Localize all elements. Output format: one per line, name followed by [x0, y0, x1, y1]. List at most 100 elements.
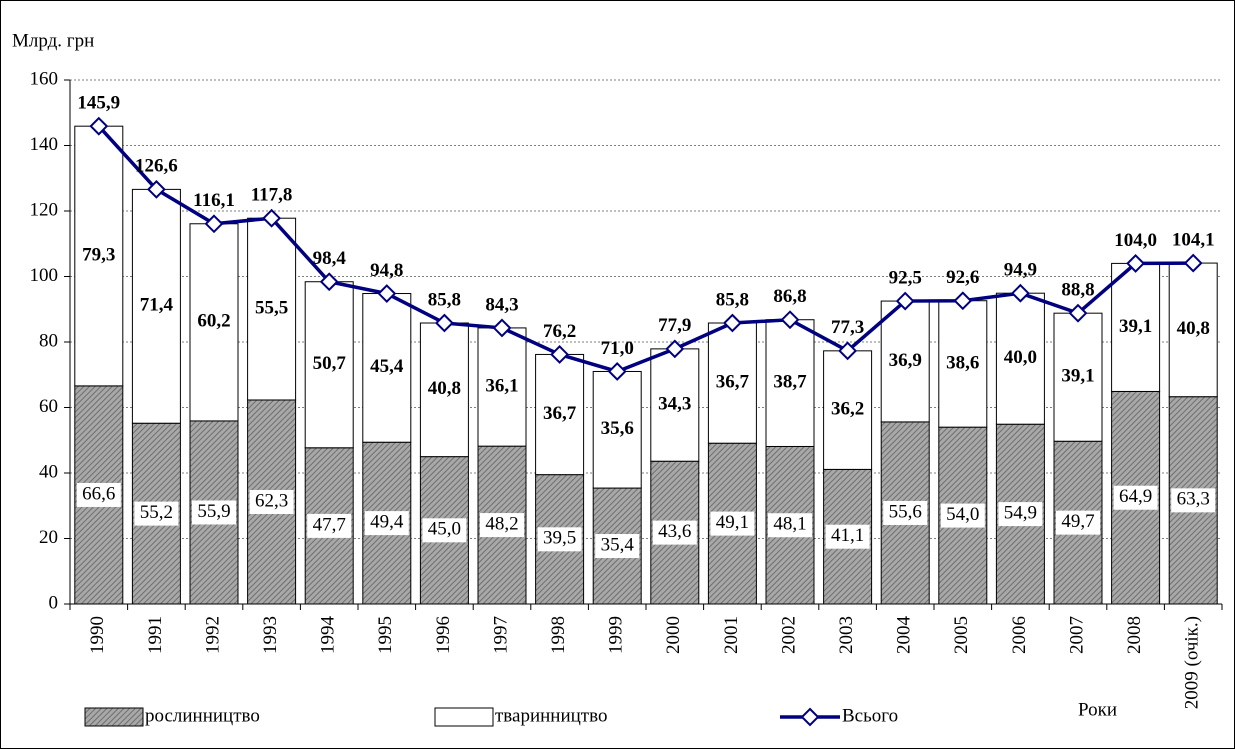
label-box	[1056, 510, 1100, 535]
label-box	[595, 534, 640, 559]
total-marker	[550, 345, 570, 364]
y-tick-label: 20	[39, 527, 58, 548]
data-label: 36,1	[485, 375, 518, 396]
total-marker	[1183, 253, 1203, 273]
bar-segment	[247, 217, 297, 401]
data-label: 34,3	[658, 393, 691, 414]
total-label: 92,5	[889, 267, 922, 288]
x-tick-label: 2003	[836, 616, 857, 654]
total-marker	[838, 341, 858, 361]
total-marker	[895, 291, 915, 311]
bar-segment	[592, 370, 642, 489]
data-label: 79,3	[82, 244, 115, 265]
data-label: 38,7	[773, 371, 807, 392]
x-tick-label: 1997	[490, 616, 511, 654]
y-axis-label: Млрд. грн	[12, 30, 94, 51]
bar-segment	[477, 327, 527, 447]
label-box	[1113, 485, 1158, 510]
bar-segment	[995, 292, 1045, 425]
label-box	[537, 527, 582, 552]
data-label: 49,4	[370, 511, 404, 532]
label-box	[883, 500, 928, 525]
x-tick-label: 2004	[894, 616, 915, 655]
y-tick-label: 100	[30, 265, 59, 286]
total-marker	[377, 284, 397, 303]
x-tick-label: 2006	[1009, 616, 1030, 654]
bar-segment	[419, 322, 469, 458]
data-label: 45,4	[370, 356, 404, 377]
data-label: 54,0	[946, 504, 979, 525]
data-label: 71,4	[140, 295, 174, 316]
bar-segment	[189, 223, 239, 422]
data-label: 41,1	[831, 525, 864, 546]
data-label: 48,2	[485, 513, 518, 534]
x-tick-label: 2000	[663, 616, 684, 654]
total-marker	[1068, 303, 1088, 323]
x-tick-label: 1992	[202, 616, 223, 654]
total-marker	[262, 208, 282, 228]
label-box	[307, 513, 352, 538]
data-label: 66,6	[82, 483, 115, 504]
total-label: 104,1	[1172, 229, 1215, 250]
data-label: 62,3	[255, 490, 288, 511]
data-label: 43,6	[658, 521, 691, 542]
data-label: 45,0	[428, 519, 461, 540]
total-marker	[319, 272, 339, 292]
x-tick-label: 1996	[433, 616, 454, 654]
label-box	[249, 489, 294, 514]
label-box	[768, 513, 812, 538]
data-label: 35,6	[601, 418, 634, 439]
label-box	[192, 500, 236, 525]
total-label: 145,9	[77, 93, 120, 114]
total-label: 126,6	[135, 156, 178, 177]
total-label: 76,2	[543, 321, 576, 342]
bar-segment	[823, 350, 873, 470]
total-label: 85,8	[716, 289, 749, 310]
label-box	[364, 511, 409, 536]
data-label: 55,2	[140, 502, 173, 523]
data-label: 36,9	[889, 350, 922, 371]
legend-swatch	[84, 707, 144, 727]
x-tick-label: 1998	[548, 616, 569, 654]
total-marker	[204, 214, 224, 234]
y-tick-label: 60	[39, 396, 58, 417]
x-tick-label: 2002	[778, 616, 799, 654]
data-label: 50,7	[313, 353, 347, 374]
bar-segment	[1168, 262, 1218, 398]
x-tick-label: 2007	[1066, 616, 1087, 654]
total-label: 84,3	[485, 294, 518, 315]
bar-segment	[362, 293, 412, 443]
total-marker	[953, 291, 973, 311]
total-marker	[1010, 283, 1030, 303]
data-label: 55,6	[889, 501, 922, 522]
x-tick-label: 1990	[87, 616, 108, 654]
y-tick-label: 40	[39, 461, 58, 482]
bar-segment	[131, 188, 181, 424]
label-box	[422, 518, 467, 543]
total-marker	[434, 313, 454, 333]
x-tick-label: 1994	[318, 616, 339, 655]
data-label: 40,8	[1177, 318, 1210, 339]
data-label: 49,7	[1061, 511, 1094, 532]
total-label: 104,0	[1114, 230, 1157, 251]
label-box	[940, 503, 985, 528]
data-label: 64,9	[1119, 486, 1152, 507]
total-label: 98,4	[313, 248, 347, 269]
total-marker	[1126, 253, 1146, 273]
data-label: 60,2	[197, 311, 230, 332]
y-tick-label: 140	[30, 134, 59, 155]
bar-segment	[1111, 262, 1161, 392]
label-box	[998, 502, 1043, 527]
data-label: 39,1	[1119, 316, 1152, 337]
total-marker	[665, 339, 685, 359]
total-label: 77,9	[658, 315, 691, 336]
data-label: 40,8	[428, 378, 461, 399]
total-label: 86,8	[773, 286, 806, 307]
bar-segment	[74, 125, 124, 387]
data-label: 48,1	[773, 514, 806, 535]
total-marker	[492, 318, 512, 338]
total-label: 71,0	[601, 338, 634, 359]
label-box	[652, 520, 697, 545]
data-label: 49,1	[716, 512, 749, 533]
